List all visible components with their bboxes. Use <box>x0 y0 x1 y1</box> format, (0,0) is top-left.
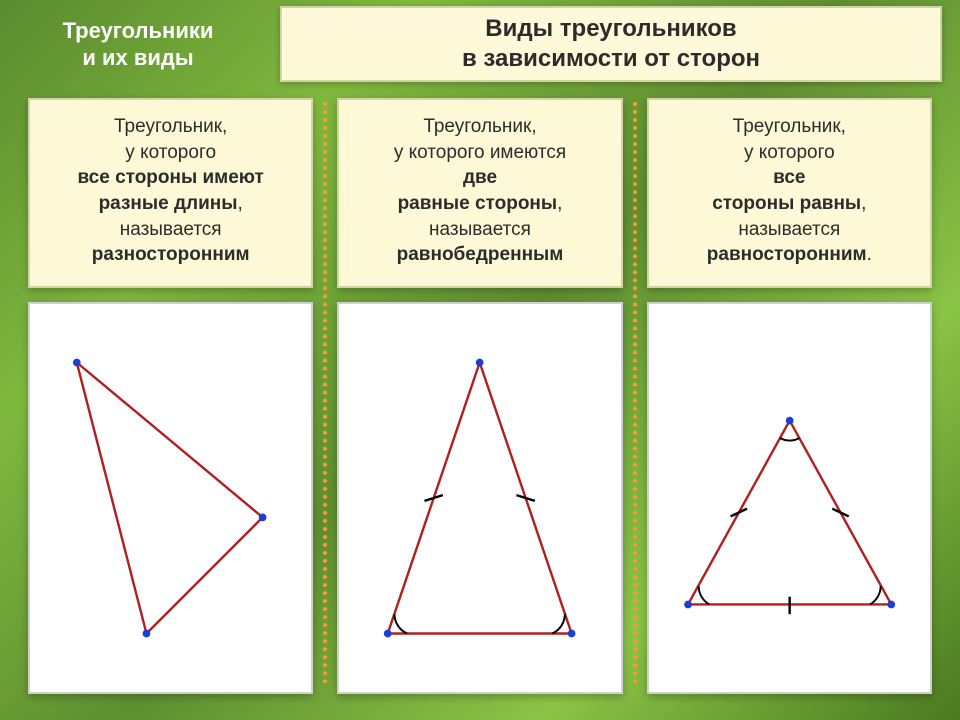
column-equilateral: Треугольник, у которого все стороны равн… <box>637 98 942 694</box>
page-root: Треугольники и их виды Виды треугольнико… <box>0 0 960 720</box>
angle-arc <box>395 614 408 633</box>
triangle-isosceles-svg <box>349 314 610 682</box>
def-text: Треугольник, <box>114 116 227 137</box>
def-bold: все стороны имеют <box>77 167 263 188</box>
figure-equilateral <box>647 302 932 694</box>
definition-equilateral: Треугольник, у которого все стороны равн… <box>647 98 932 288</box>
vertex-dot <box>785 417 793 425</box>
triangle-outline <box>688 421 891 605</box>
vertex-dot <box>73 359 81 367</box>
def-text: называется <box>120 219 222 240</box>
header: Треугольники и их виды Виды треугольнико… <box>0 0 960 88</box>
def-text: называется <box>738 219 840 240</box>
def-comma: , <box>237 193 242 214</box>
vertex-dot <box>476 359 484 367</box>
def-text: у которого имеются <box>394 142 566 163</box>
header-right-line2: в зависимости от сторон <box>462 45 760 72</box>
tick-mark <box>730 509 746 517</box>
def-text: у которого <box>744 142 835 163</box>
triangle-scalene-svg <box>40 314 301 682</box>
header-right-line1: Виды треугольников <box>485 15 736 42</box>
header-left-line1: Треугольники <box>63 18 214 43</box>
vertex-dot <box>684 601 692 609</box>
angle-arc <box>698 586 709 604</box>
vertex-dot <box>887 601 895 609</box>
def-bold: разные длины <box>99 193 238 214</box>
figure-isosceles <box>337 302 622 694</box>
def-comma: , <box>557 193 562 214</box>
vertex-dot <box>568 630 576 638</box>
def-text: называется <box>429 219 531 240</box>
column-scalene: Треугольник, у которого все стороны имею… <box>18 98 323 694</box>
def-bold: две <box>463 167 497 188</box>
triangle-equilateral-svg <box>659 314 920 682</box>
angle-arc <box>780 438 799 441</box>
header-right-title: Виды треугольников в зависимости от стор… <box>280 6 942 82</box>
def-text: Треугольник, <box>733 116 846 137</box>
triangle-outline <box>77 362 263 633</box>
definition-scalene: Треугольник, у которого все стороны имею… <box>28 98 313 288</box>
angle-arc <box>553 614 566 633</box>
definition-isosceles: Треугольник, у которого имеются две равн… <box>337 98 622 288</box>
def-bold: равносторонним <box>707 244 867 265</box>
def-bold: все <box>773 167 805 188</box>
vertex-dot <box>384 630 392 638</box>
angle-arc <box>870 586 881 604</box>
figure-scalene <box>28 302 313 694</box>
def-comma: , <box>861 193 866 214</box>
header-left-line2: и их виды <box>82 45 193 70</box>
columns: Треугольник, у которого все стороны имею… <box>0 88 960 708</box>
vertex-dot <box>143 630 151 638</box>
header-left-title: Треугольники и их виды <box>18 11 258 78</box>
def-period: . <box>867 244 872 265</box>
triangle-outline <box>388 362 572 633</box>
tick-mark <box>832 509 848 517</box>
def-text: у которого <box>125 142 216 163</box>
vertex-dot <box>259 513 267 521</box>
def-bold: разносторонним <box>92 244 250 265</box>
def-bold: равные стороны <box>398 193 558 214</box>
def-bold: стороны равны <box>712 193 861 214</box>
def-bold: равнобедренным <box>397 244 564 265</box>
def-text: Треугольник, <box>423 116 536 137</box>
column-isosceles: Треугольник, у которого имеются две равн… <box>327 98 632 694</box>
